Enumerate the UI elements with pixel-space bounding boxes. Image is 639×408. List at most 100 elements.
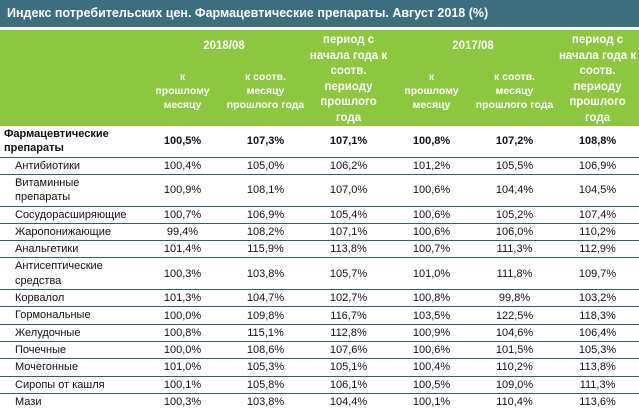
column-header-prev-month-2018: к прошлому месяцу: [141, 59, 224, 127]
table-body: Фармацевтические препараты 100,5% 107,3% 10…: [0, 126, 639, 408]
cell-value: 103,2%: [556, 289, 639, 308]
cell-value: 104,4%: [473, 174, 557, 207]
cell-value: 108,6%: [224, 341, 308, 360]
cell-value: 100,1%: [390, 393, 474, 408]
cell-value: 100,7%: [390, 240, 474, 259]
column-header-period-2017: период с начала года к соотв. периоду пр…: [556, 30, 639, 127]
row-label: Мази: [0, 393, 141, 408]
cell-value: 111,3%: [556, 376, 639, 394]
table-header: 2018/08 период с начала года к соотв. пе…: [0, 30, 639, 127]
cell-value: 104,7%: [224, 289, 308, 308]
cell-value: 105,0%: [224, 157, 308, 175]
cell-value: 108,8%: [556, 126, 639, 158]
cell-value: 109,0%: [473, 376, 557, 394]
table-row: Витаминные препараты 100,9% 108,1% 107,0% 10…: [0, 174, 639, 207]
cell-value: 111,8%: [473, 257, 557, 291]
row-label: Корвалол: [0, 289, 141, 308]
row-label: Анальгетики: [0, 240, 141, 259]
cell-value: 107,3%: [224, 126, 308, 158]
cell-value: 103,8%: [224, 393, 308, 408]
table-row: Жаропонижающие 99,4% 108,2% 107,1% 100,6% 106…: [0, 223, 639, 242]
cell-value: 106,1%: [307, 376, 391, 394]
column-header-period-2018: период с начала года к соотв. периоду пр…: [307, 30, 391, 127]
row-label: Жаропонижающие: [0, 223, 141, 242]
cell-value: 100,6%: [390, 341, 474, 360]
cell-value: 100,8%: [141, 324, 224, 342]
cell-value: 106,9%: [224, 206, 308, 224]
cell-value: 100,7%: [141, 206, 224, 224]
cell-value: 101,5%: [473, 341, 557, 360]
row-label: Мочегонные: [0, 358, 141, 377]
table-row: Сиропы от кашля 100,1% 105,8% 106,1% 100,5% 1…: [0, 376, 639, 394]
cell-value: 100,4%: [390, 358, 474, 377]
cell-value: 103,8%: [224, 257, 308, 291]
cell-value: 100,0%: [141, 306, 224, 325]
table-row: Мочегонные 101,0% 105,3% 105,1% 100,4% 110,2%…: [0, 358, 639, 377]
cell-value: 105,3%: [224, 358, 308, 377]
cell-value: 105,8%: [224, 376, 308, 394]
row-label: Антибиотики: [0, 157, 141, 175]
column-header-same-month-2018: к соотв. месяцу прошлого года: [224, 59, 308, 127]
cell-value: 109,8%: [224, 306, 308, 325]
cell-value: 100,9%: [390, 324, 474, 342]
column-group-2017: 2017/08: [390, 30, 557, 60]
cell-value: 105,1%: [307, 358, 391, 377]
corner-cell: [0, 30, 141, 127]
cell-value: 100,8%: [390, 289, 474, 308]
cell-value: 101,0%: [141, 358, 224, 377]
cell-value: 100,6%: [390, 206, 474, 224]
cell-value: 104,5%: [556, 174, 639, 207]
cell-value: 101,4%: [141, 240, 224, 259]
cell-value: 99,4%: [141, 223, 224, 242]
row-label: Фармацевтические препараты: [0, 126, 141, 158]
cell-value: 104,6%: [473, 324, 557, 342]
cell-value: 113,8%: [556, 358, 639, 377]
cell-value: 100,4%: [141, 157, 224, 175]
cell-value: 107,0%: [307, 174, 391, 207]
cell-value: 100,0%: [141, 341, 224, 360]
cell-value: 108,1%: [224, 174, 308, 207]
cell-value: 100,6%: [390, 223, 474, 242]
cell-value: 113,8%: [307, 240, 391, 259]
cell-value: 99,8%: [473, 289, 557, 308]
row-label: Сосудорасширяющие: [0, 206, 141, 224]
cell-value: 110,2%: [556, 223, 639, 242]
cell-value: 106,2%: [307, 157, 391, 175]
cell-value: 100,5%: [390, 376, 474, 394]
cell-value: 110,4%: [473, 393, 557, 408]
cell-value: 107,1%: [307, 126, 391, 158]
table-row: Желудочные 100,8% 115,1% 112,8% 100,9% 104,6%…: [0, 324, 639, 342]
column-header-prev-month-2017: к прошлому месяцу: [390, 59, 474, 127]
row-label: Сиропы от кашля: [0, 376, 141, 394]
cell-value: 101,3%: [141, 289, 224, 308]
row-label: Антисептические средства: [0, 257, 141, 291]
cell-value: 103,5%: [390, 306, 474, 325]
cell-value: 108,2%: [224, 223, 308, 242]
table-row: Антисептические средства 100,3% 103,8% 105,…: [0, 257, 639, 291]
table-row: Антибиотики 100,4% 105,0% 106,2% 101,2% 105,5…: [0, 157, 639, 175]
column-group-2018: 2018/08: [141, 30, 308, 60]
cell-value: 118,3%: [556, 306, 639, 325]
cell-value: 105,3%: [556, 341, 639, 360]
cell-value: 113,6%: [556, 393, 639, 408]
cell-value: 105,4%: [307, 206, 391, 224]
cell-value: 101,0%: [390, 257, 474, 291]
cell-value: 106,0%: [473, 223, 557, 242]
cell-value: 107,2%: [473, 126, 557, 158]
cell-value: 101,2%: [390, 157, 474, 175]
cell-value: 105,2%: [473, 206, 557, 224]
table-row: Корвалол 101,3% 104,7% 102,7% 100,8% 99,8% 103…: [0, 289, 639, 308]
cell-value: 100,6%: [390, 174, 474, 207]
cell-value: 100,1%: [141, 376, 224, 394]
table-row: Анальгетики 101,4% 115,9% 113,8% 100,7% 111,3…: [0, 240, 639, 259]
cpi-table: 2018/08 период с начала года к соотв. пе…: [0, 30, 639, 408]
cell-value: 100,5%: [141, 126, 224, 158]
cell-value: 104,4%: [307, 393, 391, 408]
cell-value: 110,2%: [473, 358, 557, 377]
cell-value: 107,1%: [307, 223, 391, 242]
cell-value: 115,9%: [224, 240, 308, 259]
column-header-same-month-2017: к соотв. месяцу прошлого года: [473, 59, 557, 127]
cell-value: 115,1%: [224, 324, 308, 342]
cell-value: 109,7%: [556, 257, 639, 291]
